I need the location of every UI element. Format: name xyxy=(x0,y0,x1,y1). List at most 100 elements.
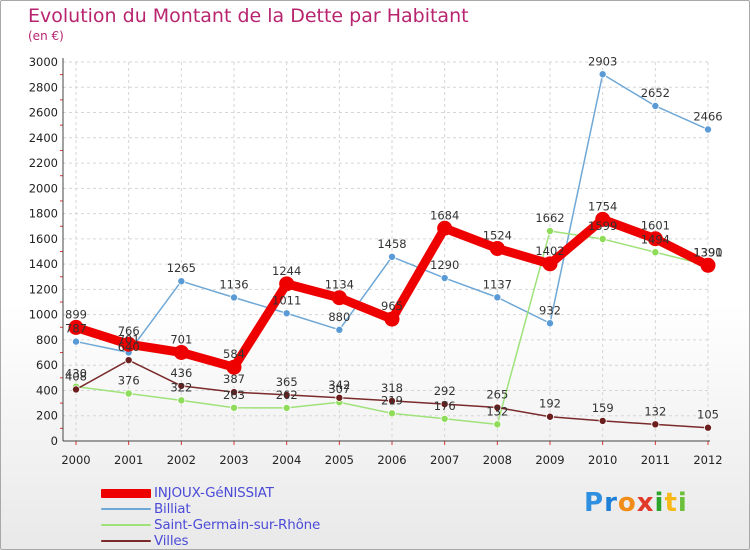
data-label-2-1: 376 xyxy=(118,373,140,387)
data-point-1-5 xyxy=(335,325,344,334)
data-label-0-2: 701 xyxy=(170,332,192,346)
data-label-3-4: 365 xyxy=(276,375,298,389)
data-point-2-11 xyxy=(651,248,660,257)
data-label-1-0: 787 xyxy=(65,322,87,336)
data-point-0-2 xyxy=(173,344,189,360)
data-label-1-10: 2903 xyxy=(588,54,617,68)
data-point-1-4 xyxy=(282,309,291,318)
data-label-0-5: 1134 xyxy=(325,278,354,292)
data-label-2-6: 219 xyxy=(381,393,403,407)
data-label-1-6: 1458 xyxy=(377,237,406,251)
data-label-3-1: 640 xyxy=(118,340,140,354)
data-point-2-6 xyxy=(387,409,396,418)
data-point-0-11 xyxy=(647,231,663,247)
y-tick-label: 1600 xyxy=(29,232,58,246)
data-label-2-12: 1390 xyxy=(693,245,722,259)
data-point-1-7 xyxy=(440,274,449,283)
data-point-2-8 xyxy=(493,420,502,429)
data-label-3-8: 265 xyxy=(486,388,508,402)
legend-label-injoux: INJOUX-GéNISSIAT xyxy=(154,485,274,501)
legend-label-billiat: Billiat xyxy=(154,501,191,517)
data-point-2-2 xyxy=(177,396,186,405)
data-point-0-3 xyxy=(226,359,242,375)
data-point-1-12 xyxy=(704,125,713,134)
y-tick-label: 2000 xyxy=(29,181,58,195)
chart-title: Evolution du Montant de la Dette par Hab… xyxy=(28,5,469,27)
data-label-1-4: 1011 xyxy=(272,293,301,307)
data-point-3-1 xyxy=(124,356,133,365)
data-label-0-1: 766 xyxy=(118,324,140,338)
y-tick-label: 2400 xyxy=(29,131,58,145)
data-label-0-3: 584 xyxy=(223,347,245,361)
x-tick-label: 2010 xyxy=(588,453,617,467)
data-point-3-7 xyxy=(440,400,449,409)
data-point-0-7 xyxy=(437,220,453,236)
y-tick-label: 3000 xyxy=(29,55,58,69)
x-tick-label: 2011 xyxy=(641,453,670,467)
data-point-0-6 xyxy=(384,311,400,327)
x-tick-label: 2005 xyxy=(325,453,354,467)
data-point-1-10 xyxy=(598,70,607,79)
legend-swatch-saint-germain xyxy=(101,524,151,526)
data-point-0-10 xyxy=(595,211,611,227)
data-point-0-9 xyxy=(542,256,558,272)
data-label-3-7: 292 xyxy=(434,384,456,398)
data-label-1-5: 880 xyxy=(328,310,350,324)
data-point-3-4 xyxy=(282,390,291,399)
data-point-1-2 xyxy=(177,277,186,286)
legend-label-saint-germain: Saint-Germain-sur-Rhône xyxy=(154,517,321,533)
data-label-0-12: 1391 xyxy=(693,245,722,259)
data-point-0-1 xyxy=(121,336,137,352)
proxiti-logo: Proxiti xyxy=(584,488,688,518)
data-labels: 8997667015841244113496516841524140217541… xyxy=(65,54,723,421)
data-point-1-0 xyxy=(72,337,81,346)
data-label-1-9: 932 xyxy=(539,303,561,317)
axes xyxy=(60,58,710,445)
data-point-0-12 xyxy=(700,257,716,273)
data-point-3-12 xyxy=(704,423,713,432)
series-layer xyxy=(68,70,716,432)
data-point-2-4 xyxy=(282,403,291,412)
data-label-3-11: 132 xyxy=(644,404,666,418)
data-point-3-11 xyxy=(651,420,660,429)
y-tick-label: 200 xyxy=(36,409,58,423)
x-tick-label: 2009 xyxy=(535,453,564,467)
x-tick-label: 2004 xyxy=(272,453,301,467)
legend-swatch-villes xyxy=(101,540,151,542)
y-tick-label: 0 xyxy=(51,434,58,448)
y-tick-label: 1000 xyxy=(29,308,58,322)
data-label-2-7: 176 xyxy=(434,399,456,413)
x-tick-label: 2006 xyxy=(377,453,406,467)
data-label-2-0: 430 xyxy=(65,367,87,381)
data-label-1-12: 2466 xyxy=(693,109,722,123)
data-point-2-3 xyxy=(229,403,238,412)
data-label-1-8: 1137 xyxy=(483,277,512,291)
data-label-3-3: 387 xyxy=(223,372,245,386)
data-point-3-9 xyxy=(546,412,555,421)
legend-label-villes: Villes xyxy=(154,533,189,549)
data-point-3-0 xyxy=(72,385,81,394)
data-point-2-7 xyxy=(440,414,449,423)
data-label-3-12: 105 xyxy=(697,408,719,422)
data-label-0-11: 1601 xyxy=(641,219,670,233)
data-point-1-9 xyxy=(546,319,555,328)
data-point-2-10 xyxy=(598,234,607,243)
data-label-0-6: 965 xyxy=(381,299,403,313)
y-tick-label: 1800 xyxy=(29,207,58,221)
data-point-0-4 xyxy=(279,276,295,292)
data-label-3-10: 159 xyxy=(592,401,614,415)
data-point-1-6 xyxy=(387,252,396,261)
data-point-0-8 xyxy=(489,240,505,256)
data-point-1-3 xyxy=(229,293,238,302)
y-tick-label: 2200 xyxy=(29,156,58,170)
data-label-1-7: 1290 xyxy=(430,258,459,272)
data-label-1-11: 2652 xyxy=(641,86,670,100)
data-label-2-10: 1599 xyxy=(588,219,617,233)
data-point-3-2 xyxy=(177,381,186,390)
data-label-2-3: 263 xyxy=(223,388,245,402)
data-label-0-4: 1244 xyxy=(272,264,301,278)
data-label-3-6: 318 xyxy=(381,381,403,395)
x-tick-label: 2007 xyxy=(430,453,459,467)
y-tick-label: 600 xyxy=(36,358,58,372)
